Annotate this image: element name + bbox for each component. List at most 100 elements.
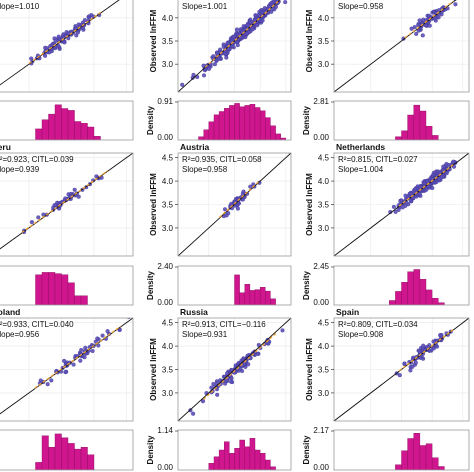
histogram-bar xyxy=(35,128,43,140)
data-point xyxy=(61,32,66,37)
data-point xyxy=(250,27,255,32)
data-point xyxy=(225,371,230,376)
data-point xyxy=(432,16,438,21)
histogram-bar xyxy=(270,125,276,140)
histogram-bar xyxy=(208,463,215,470)
histogram-bar xyxy=(419,110,427,140)
y-tick-label: 3.0 xyxy=(162,389,174,398)
histogram-bar xyxy=(265,459,271,470)
stats-label: Slope=0.931 xyxy=(182,330,228,339)
histogram-bar xyxy=(265,117,271,140)
data-point xyxy=(71,362,76,367)
data-point xyxy=(409,26,414,31)
histogram-bar xyxy=(401,282,408,305)
data-point xyxy=(441,164,446,169)
histogram-bar xyxy=(407,438,414,470)
histogram-bar xyxy=(208,121,215,140)
histogram-bar xyxy=(249,438,256,470)
data-point xyxy=(426,13,431,18)
y-axis-label: Density xyxy=(146,435,155,464)
data-point xyxy=(63,370,68,375)
panel-frame xyxy=(0,0,134,93)
histogram-bar xyxy=(413,104,421,140)
plot-area xyxy=(334,0,469,92)
data-point xyxy=(226,211,231,216)
histogram-bar xyxy=(260,287,266,305)
data-point xyxy=(444,171,449,176)
histogram-bar xyxy=(67,110,75,140)
histogram-bar xyxy=(432,457,439,470)
scatter-panel-1: R²=0.933, CITL=0.016Slope=1.001 3.0 3.5 4.0… xyxy=(149,0,292,93)
calibration-fit-line xyxy=(21,170,109,234)
histogram-bar xyxy=(80,295,88,305)
data-point xyxy=(400,205,405,210)
panel-frame xyxy=(0,152,134,257)
y-tick-label: 3.5 xyxy=(318,366,330,375)
calibration-fit-line xyxy=(398,164,454,207)
data-point xyxy=(191,411,196,416)
data-point xyxy=(212,62,217,67)
stats-label: R²=0.935, CITL=0.058 xyxy=(182,155,262,164)
y-tick-label: 0.00 xyxy=(157,463,173,472)
y-tick-label: 0.00 xyxy=(313,463,329,472)
country-title: Peru xyxy=(0,142,11,152)
stats-label: Slope=0.908 xyxy=(338,330,384,339)
data-point xyxy=(440,175,445,180)
data-point xyxy=(53,38,58,43)
y-tick-label: 4.5 xyxy=(162,319,174,328)
histogram-bar xyxy=(254,289,261,305)
data-point xyxy=(408,192,413,197)
panel-frame xyxy=(177,265,292,306)
data-point xyxy=(75,30,80,35)
y-tick-label: 0.91 xyxy=(157,97,173,106)
histogram-bar xyxy=(203,129,209,140)
histogram-bar xyxy=(67,282,75,305)
y-tick-label: 0.00 xyxy=(157,298,173,307)
histogram-bar xyxy=(249,290,256,305)
data-point xyxy=(262,6,267,11)
y-tick-label: 0.00 xyxy=(313,298,329,307)
country-title: Poland xyxy=(0,307,20,317)
data-point xyxy=(79,347,84,353)
data-point xyxy=(200,399,206,404)
panel-frame xyxy=(0,429,134,471)
histogram-bar xyxy=(270,298,276,305)
histogram-bar xyxy=(254,107,261,140)
data-point xyxy=(260,18,265,23)
y-axis-label: Density xyxy=(146,271,155,300)
histogram-bar xyxy=(395,464,402,470)
histogram-bar xyxy=(407,114,414,140)
data-point xyxy=(413,360,418,365)
histogram-bar xyxy=(61,274,69,305)
data-point xyxy=(62,358,67,363)
plot-area xyxy=(334,318,469,421)
histogram-bar xyxy=(395,136,402,140)
scatter-panel-2: R²=0.767, CITL=0.048Slope=0.958 3.0 3.5 4.0… xyxy=(305,0,470,93)
y-tick-label: 2.17 xyxy=(313,426,329,435)
calibration-fit-line xyxy=(404,0,454,39)
data-point xyxy=(41,212,46,217)
data-point xyxy=(50,42,55,47)
histogram-panel xyxy=(0,100,134,141)
histogram-bar xyxy=(213,456,220,470)
histogram-bar xyxy=(218,111,225,140)
data-point xyxy=(430,185,435,191)
panel-frame xyxy=(0,317,134,422)
y-tick-label: 3.5 xyxy=(318,201,330,210)
histogram-bar xyxy=(67,443,75,470)
data-point xyxy=(453,2,458,7)
y-tick-label: 4.0 xyxy=(162,342,174,351)
y-tick-label: 0.00 xyxy=(157,133,173,142)
data-point xyxy=(417,18,422,23)
plot-area xyxy=(178,153,291,256)
plot-area xyxy=(35,272,88,305)
histogram-bar xyxy=(432,298,439,305)
histogram-bar xyxy=(413,433,421,470)
stats-label: R²=0.815, CITL=0.027 xyxy=(338,155,418,164)
y-axis-label: Observed lnFFM xyxy=(305,338,314,401)
plot-area xyxy=(395,433,445,470)
histogram-bar xyxy=(419,279,427,305)
y-tick-label: 3.0 xyxy=(318,389,330,398)
